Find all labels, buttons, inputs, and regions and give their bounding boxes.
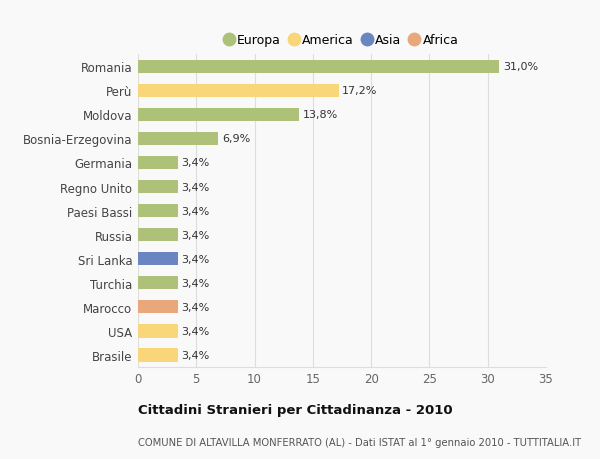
Text: 3,4%: 3,4%: [181, 206, 209, 216]
Text: 3,4%: 3,4%: [181, 254, 209, 264]
Text: Cittadini Stranieri per Cittadinanza - 2010: Cittadini Stranieri per Cittadinanza - 2…: [138, 403, 452, 416]
Text: 3,4%: 3,4%: [181, 350, 209, 360]
Bar: [138, 108, 299, 122]
Bar: [138, 325, 178, 338]
Text: COMUNE DI ALTAVILLA MONFERRATO (AL) - Dati ISTAT al 1° gennaio 2010 - TUTTITALIA: COMUNE DI ALTAVILLA MONFERRATO (AL) - Da…: [138, 437, 581, 447]
Bar: [138, 252, 178, 266]
Text: 3,4%: 3,4%: [181, 158, 209, 168]
Bar: [138, 301, 178, 314]
Bar: [138, 133, 218, 146]
Text: 3,4%: 3,4%: [181, 302, 209, 312]
Text: 3,4%: 3,4%: [181, 326, 209, 336]
Bar: [138, 180, 178, 194]
Text: 31,0%: 31,0%: [503, 62, 538, 72]
Legend: Europa, America, Asia, Africa: Europa, America, Asia, Africa: [222, 30, 462, 50]
Bar: [138, 348, 178, 362]
Text: 3,4%: 3,4%: [181, 182, 209, 192]
Text: 6,9%: 6,9%: [222, 134, 250, 144]
Bar: [138, 205, 178, 218]
Bar: [138, 229, 178, 242]
Text: 17,2%: 17,2%: [342, 86, 377, 96]
Bar: [138, 84, 338, 98]
Bar: [138, 277, 178, 290]
Bar: [138, 61, 499, 74]
Bar: [138, 157, 178, 170]
Text: 3,4%: 3,4%: [181, 230, 209, 240]
Text: 3,4%: 3,4%: [181, 278, 209, 288]
Text: 13,8%: 13,8%: [302, 110, 338, 120]
